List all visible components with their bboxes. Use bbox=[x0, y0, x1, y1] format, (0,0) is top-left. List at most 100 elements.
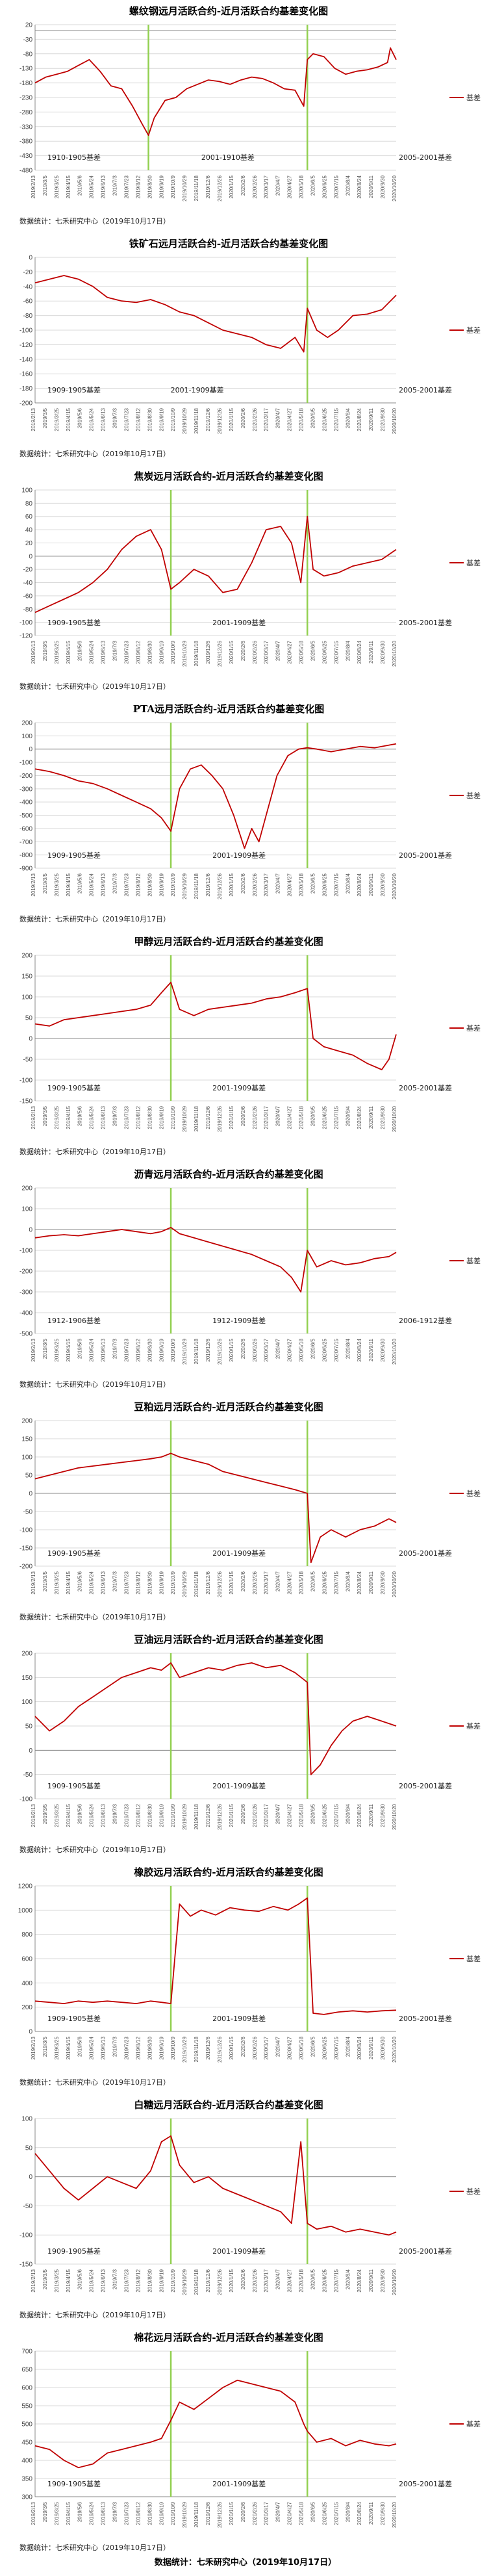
segment-label: 2001-1909基差 bbox=[212, 851, 266, 860]
chart-panel-10: 白糖远月活跃合约-近月活跃合约基差变化图 100 50 0 -50 -100 -150 201… bbox=[6, 2096, 485, 2327]
x-tick-label: 2020/2/26 bbox=[252, 1105, 258, 1129]
y-tick-label: -150 bbox=[19, 2261, 32, 2269]
y-tick-label: -180 bbox=[19, 80, 32, 87]
x-tick-label: 2019/12/6 bbox=[205, 2501, 211, 2525]
segment-label: 2005-2001基差 bbox=[399, 1083, 452, 1092]
y-tick-label: -700 bbox=[19, 839, 32, 846]
x-tick-label: 2019/10/9 bbox=[170, 1803, 176, 1827]
x-tick-label: 2019/5/6 bbox=[77, 1105, 83, 1126]
y-tick-label: 100 bbox=[21, 733, 32, 740]
x-tick-label: 2020/2/6 bbox=[240, 1338, 246, 1359]
x-tick-label: 2020/3/17 bbox=[264, 873, 270, 896]
y-tick-label: -230 bbox=[19, 95, 32, 102]
y-tick-label: 550 bbox=[21, 2403, 32, 2410]
x-tick-label: 2019/9/19 bbox=[158, 2501, 164, 2525]
chart-svg: 甲醇远月活跃合约-近月活跃合约基差变化图 200 150 100 50 0 -50 -100 -… bbox=[19, 936, 481, 1156]
chart-panel-5: 甲醇远月活跃合约-近月活跃合约基差变化图 200 150 100 50 0 -50 -100 -… bbox=[6, 933, 485, 1164]
x-tick-label: 2020/2/26 bbox=[252, 407, 258, 431]
x-tick-label: 2019/8/12 bbox=[135, 1105, 141, 1129]
x-tick-label: 2020/5/18 bbox=[299, 640, 305, 663]
x-tick-label: 2020/3/17 bbox=[264, 1105, 270, 1129]
x-tick-label: 2020/8/4 bbox=[345, 175, 351, 196]
source-note: 数据统计：七禾研究中心（2019年10月17日） bbox=[19, 449, 170, 458]
x-tick-label: 2020/8/24 bbox=[357, 175, 362, 198]
x-tick-label: 2019/6/13 bbox=[101, 175, 107, 198]
segment-label: 1909-1905基差 bbox=[47, 1781, 101, 1790]
x-tick-label: 2020/6/25 bbox=[321, 1803, 327, 1827]
segment-label: 1909-1905基差 bbox=[47, 618, 101, 627]
x-tick-label: 2019/10/9 bbox=[170, 1571, 176, 1594]
x-tick-label: 2020/1/15 bbox=[229, 1571, 234, 1594]
x-tick-label: 2019/7/23 bbox=[123, 1803, 129, 1827]
y-tick-label: -100 bbox=[19, 328, 32, 335]
y-tick-label: -150 bbox=[19, 1545, 32, 1552]
x-tick-label: 2019/5/24 bbox=[89, 1803, 95, 1827]
x-tick-label: 2020/4/27 bbox=[287, 1105, 293, 1129]
x-tick-label: 2019/11/18 bbox=[194, 1338, 199, 1364]
x-tick-label: 2019/3/25 bbox=[54, 175, 60, 198]
x-tick-label: 2020/9/30 bbox=[380, 640, 386, 663]
x-tick-label: 2019/8/30 bbox=[147, 1803, 153, 1827]
x-tick-label: 2019/5/24 bbox=[89, 407, 95, 431]
x-tick-label: 2019/12/26 bbox=[217, 873, 223, 899]
x-tick-label: 2020/4/7 bbox=[275, 1105, 281, 1126]
y-tick-label: 0 bbox=[29, 255, 32, 262]
x-tick-label: 2020/2/6 bbox=[240, 175, 246, 196]
y-tick-label: 20 bbox=[25, 22, 33, 29]
x-tick-label: 2020/8/24 bbox=[357, 407, 362, 431]
x-tick-label: 2019/12/6 bbox=[205, 2036, 211, 2059]
x-tick-label: 2020/8/4 bbox=[345, 1105, 351, 1126]
x-tick-label: 2019/8/30 bbox=[147, 175, 153, 198]
x-tick-label: 2019/7/3 bbox=[112, 2501, 118, 2522]
x-tick-label: 2020/2/26 bbox=[252, 2036, 258, 2059]
x-tick-label: 2019/2/13 bbox=[31, 873, 36, 896]
y-tick-label: -50 bbox=[23, 2203, 33, 2210]
x-tick-label: 2020/7/15 bbox=[333, 407, 339, 431]
chart-panel-6: 沥青远月活跃合约-近月活跃合约基差变化图 200 100 0 -100 -200 -300 -… bbox=[6, 1166, 485, 1397]
x-tick-label: 2019/5/6 bbox=[77, 640, 83, 661]
x-tick-label: 2019/9/19 bbox=[158, 407, 164, 431]
y-tick-label: -120 bbox=[19, 633, 32, 640]
x-tick-label: 2019/12/26 bbox=[217, 640, 223, 667]
x-tick-label: 2019/7/3 bbox=[112, 2269, 118, 2289]
x-tick-label: 2019/6/13 bbox=[101, 640, 107, 663]
x-tick-label: 2020/8/4 bbox=[345, 1571, 351, 1591]
x-tick-label: 2019/12/6 bbox=[205, 640, 211, 663]
x-tick-label: 2020/9/30 bbox=[380, 1105, 386, 1129]
x-tick-label: 2019/3/5 bbox=[42, 2036, 48, 2057]
x-tick-label: 2020/8/4 bbox=[345, 640, 351, 661]
x-tick-label: 2019/6/13 bbox=[101, 873, 107, 896]
x-tick-label: 2020/6/25 bbox=[321, 2501, 327, 2525]
x-tick-label: 2019/7/3 bbox=[112, 873, 118, 894]
x-tick-label: 2020/4/7 bbox=[275, 1338, 281, 1359]
y-tick-label: 0 bbox=[29, 1227, 32, 1234]
x-tick-label: 2020/3/17 bbox=[264, 1571, 270, 1594]
x-tick-label: 2019/5/6 bbox=[77, 873, 83, 894]
legend-label: 基差 bbox=[466, 2187, 481, 2196]
x-tick-label: 2019/2/13 bbox=[31, 1571, 36, 1594]
y-tick-label: 0 bbox=[29, 1036, 32, 1043]
y-tick-label: 600 bbox=[21, 2385, 32, 2392]
chart-title: 焦炭远月活跃合约-近月活跃合约基差变化图 bbox=[133, 470, 323, 482]
x-tick-label: 2020/2/6 bbox=[240, 2269, 246, 2289]
x-tick-label: 2020/4/7 bbox=[275, 2269, 281, 2289]
y-tick-label: 20 bbox=[25, 540, 33, 547]
basis-line bbox=[34, 1897, 397, 2015]
x-tick-label: 2020/9/30 bbox=[380, 2501, 386, 2525]
x-tick-label: 2019/11/18 bbox=[194, 407, 199, 433]
x-tick-label: 2020/7/15 bbox=[333, 2269, 339, 2292]
y-tick-label: -160 bbox=[19, 371, 32, 378]
x-tick-label: 2020/2/6 bbox=[240, 407, 246, 428]
x-tick-label: 2019/8/30 bbox=[147, 2036, 153, 2059]
x-tick-label: 2020/3/17 bbox=[264, 2269, 270, 2292]
legend-label: 基差 bbox=[466, 2419, 481, 2428]
x-tick-label: 2019/11/18 bbox=[194, 873, 199, 899]
x-tick-label: 2020/10/20 bbox=[392, 640, 397, 667]
y-tick-label: -400 bbox=[19, 799, 32, 806]
x-tick-label: 2020/8/4 bbox=[345, 873, 351, 894]
x-tick-label: 2020/1/15 bbox=[229, 1338, 234, 1361]
segment-label: 1909-1905基差 bbox=[47, 2247, 101, 2256]
y-tick-label: 100 bbox=[21, 487, 32, 495]
basis-line bbox=[34, 1452, 397, 1564]
